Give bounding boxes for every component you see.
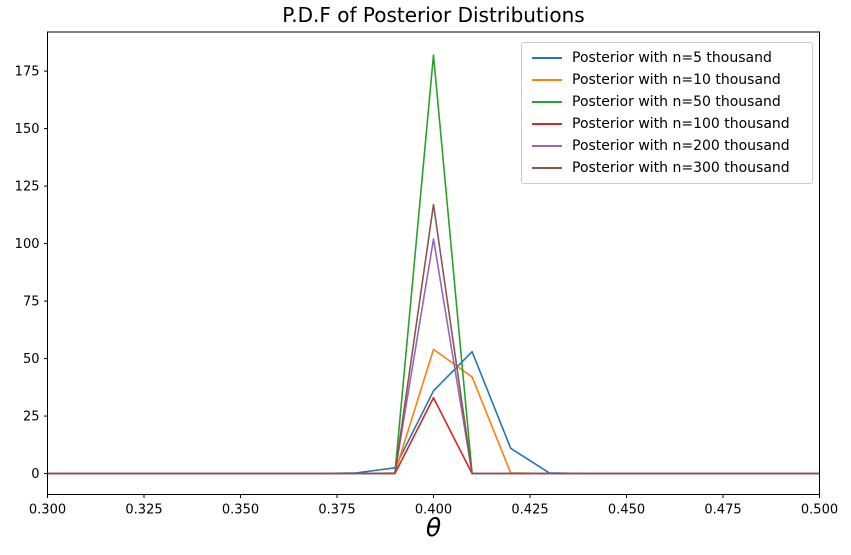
- x-axis-label: θ: [425, 513, 442, 542]
- legend-item: Posterior with n=100 thousand: [532, 116, 802, 132]
- legend-line-swatch: [532, 101, 562, 103]
- series-line-6: [47, 203, 820, 475]
- y-tick-label: 175: [15, 65, 40, 80]
- y-tick-label: 75: [23, 295, 40, 310]
- y-tick-label: 25: [23, 410, 40, 425]
- legend-label: Posterior with n=100 thousand: [572, 116, 790, 132]
- legend-label: Posterior with n=300 thousand: [572, 160, 790, 176]
- legend-item: Posterior with n=10 thousand: [532, 72, 802, 88]
- x-tick-label: 0.450: [608, 503, 645, 518]
- x-tick-label: 0.375: [318, 503, 355, 518]
- legend-item: Posterior with n=200 thousand: [532, 138, 802, 154]
- x-tick-label: 0.400: [415, 503, 452, 518]
- y-tick-label: 0: [31, 467, 39, 482]
- series-line-2: [47, 348, 820, 475]
- plot-border: [47, 31, 820, 495]
- legend-item: Posterior with n=50 thousand: [532, 94, 802, 110]
- legend: Posterior with n=5 thousand Posterior wit…: [521, 42, 813, 184]
- x-tick-label: 0.300: [29, 503, 66, 518]
- legend-label: Posterior with n=200 thousand: [572, 138, 790, 154]
- legend-item: Posterior with n=5 thousand: [532, 50, 802, 66]
- y-tick-label: 125: [15, 180, 40, 195]
- legend-line-swatch: [532, 123, 562, 125]
- y-tick-label: 150: [15, 122, 40, 137]
- series-line-1: [47, 350, 820, 475]
- x-tick-label: 0.325: [125, 503, 162, 518]
- y-tick-label: 50: [23, 352, 40, 367]
- legend-line-swatch: [532, 79, 562, 81]
- series-line-4: [47, 396, 820, 475]
- legend-line-swatch: [532, 167, 562, 169]
- legend-item: Posterior with n=300 thousand: [532, 160, 802, 176]
- y-tick-label: 100: [15, 237, 40, 252]
- x-tick-label: 0.475: [704, 503, 741, 518]
- legend-line-swatch: [532, 145, 562, 147]
- legend-label: Posterior with n=10 thousand: [572, 72, 781, 88]
- series-line-5: [47, 238, 820, 475]
- x-tick-label: 0.425: [511, 503, 548, 518]
- legend-label: Posterior with n=5 thousand: [572, 50, 772, 66]
- x-tick-label: 0.500: [801, 503, 838, 518]
- legend-label: Posterior with n=50 thousand: [572, 94, 781, 110]
- x-tick-label: 0.350: [222, 503, 259, 518]
- legend-line-swatch: [532, 57, 562, 59]
- chart-title: P.D.F of Posterior Distributions: [282, 3, 585, 27]
